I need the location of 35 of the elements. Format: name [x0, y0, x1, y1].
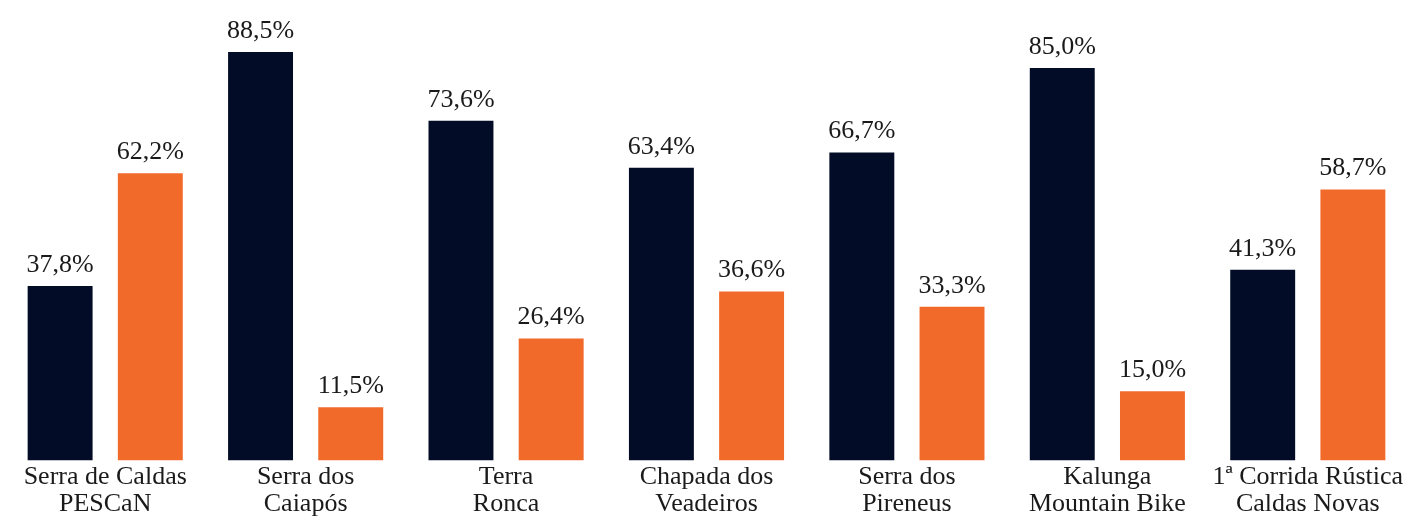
x-tick-label: Serra dos Pireneus — [858, 460, 956, 518]
bar — [27, 285, 93, 461]
data-label: 62,2% — [116, 136, 184, 166]
data-label: 88,5% — [226, 14, 295, 44]
x-tick-label: Serra dos Caiapós — [256, 460, 355, 518]
bar — [428, 120, 494, 461]
data-label: 73,6% — [427, 83, 495, 113]
data-label: 26,4% — [517, 301, 585, 331]
bar — [628, 167, 694, 461]
data-label: 11,5% — [317, 370, 384, 400]
x-tick-label: 1ª Corrida Rústica Caldas Novas — [1212, 460, 1404, 518]
bar — [719, 291, 785, 461]
bar — [318, 407, 384, 461]
data-label: 15,0% — [1118, 353, 1187, 383]
bar — [1029, 68, 1095, 461]
bar — [1119, 391, 1185, 461]
bar — [518, 338, 584, 461]
data-label: 33,3% — [918, 269, 986, 299]
data-label: 63,4% — [627, 130, 695, 160]
x-tick-label: Chapada dos Veadeiros — [639, 460, 774, 518]
data-label: 37,8% — [26, 248, 94, 278]
bar — [919, 306, 985, 461]
bar — [117, 173, 183, 461]
bar — [1320, 189, 1386, 461]
bar — [829, 152, 895, 461]
data-label: 36,6% — [718, 254, 786, 284]
bar — [228, 51, 294, 461]
data-label: 41,3% — [1229, 232, 1297, 262]
data-label: 85,0% — [1028, 30, 1096, 60]
data-label: 58,7% — [1319, 152, 1387, 182]
x-tick-label: Terra Ronca — [472, 460, 540, 518]
x-tick-label: Serra de Caldas PESCaN — [23, 460, 187, 518]
data-label: 66,7% — [828, 115, 896, 145]
bar — [1230, 269, 1296, 461]
x-tick-label: Kalunga Mountain Bike — [1029, 460, 1186, 518]
